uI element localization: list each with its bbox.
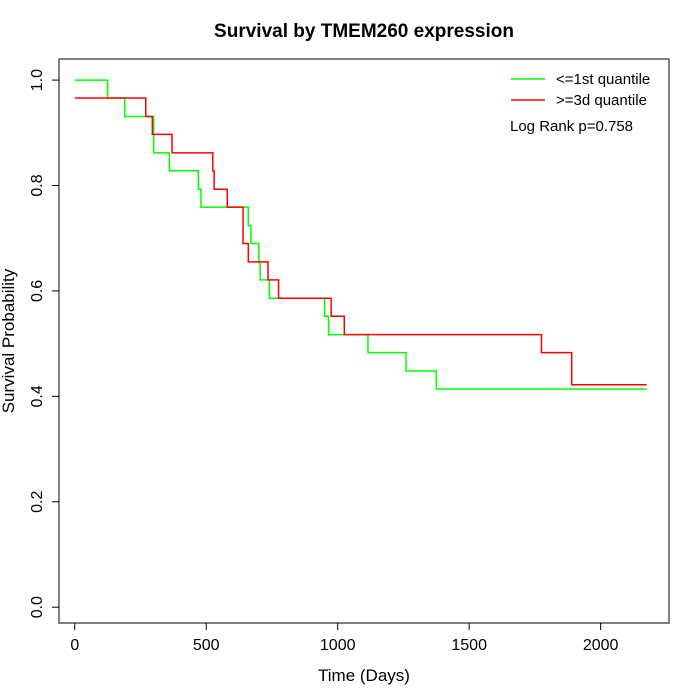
x-tick-label: 500 [193, 637, 220, 654]
y-tick-label: 1.0 [29, 69, 46, 91]
y-tick-label: 0.0 [29, 596, 46, 618]
logrank-annotation: Log Rank p=0.758 [510, 118, 633, 135]
y-axis: 0.0 0.2 0.4 0.6 0.8 1.0 [29, 69, 60, 618]
x-axis-label: Time (Days) [318, 666, 410, 685]
x-tick-label: 1500 [451, 637, 487, 654]
y-tick-label: 0.8 [29, 174, 46, 196]
legend-label-high: >=3d quantile [556, 92, 647, 109]
x-tick-label: 1000 [320, 637, 356, 654]
x-tick-label: 2000 [583, 637, 619, 654]
legend-label-low: <=1st quantile [556, 71, 650, 88]
y-tick-label: 0.2 [29, 491, 46, 513]
legend: <=1st quantile >=3d quantile [511, 71, 650, 109]
x-axis: 0 500 1000 1500 2000 [70, 622, 619, 654]
series-line-high-quantile [74, 97, 647, 386]
series-layer [74, 79, 647, 390]
y-tick-label: 0.6 [29, 280, 46, 302]
y-tick-label: 0.4 [29, 385, 46, 407]
y-axis-label: Survival Probability [0, 268, 18, 413]
plot-frame [58, 58, 670, 624]
chart-title: Survival by TMEM260 expression [214, 21, 514, 42]
x-tick-label: 0 [70, 637, 79, 654]
